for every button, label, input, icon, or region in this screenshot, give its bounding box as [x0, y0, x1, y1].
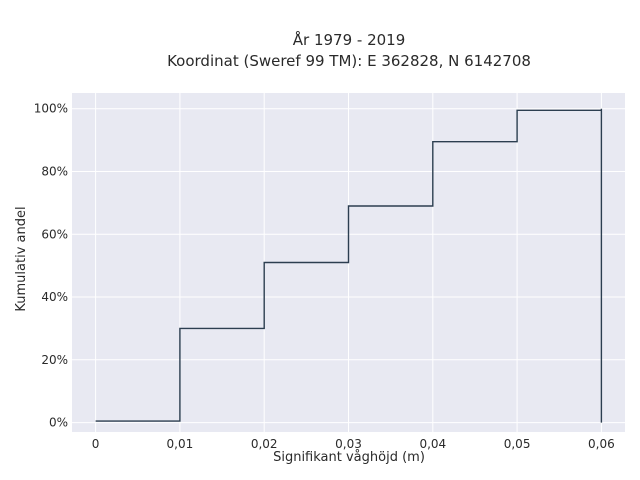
x-axis-label: Signifikant våghöjd (m)	[273, 450, 425, 465]
y-tick-label: 20%	[41, 353, 68, 367]
cumulative-step-line	[95, 108, 603, 423]
chart-subtitle: Koordinat (Sweref 99 TM): E 362828, N 61…	[167, 52, 531, 70]
y-tick-label: 0%	[49, 416, 68, 430]
x-tick-label: 0,06	[588, 437, 615, 451]
x-tick-label: 0,04	[419, 437, 446, 451]
x-tick-label: 0	[92, 437, 100, 451]
x-tick-label: 0,05	[504, 437, 531, 451]
y-tick-label: 40%	[41, 290, 68, 304]
chart-title: År 1979 - 2019	[293, 30, 406, 49]
x-tick-label: 0,02	[251, 437, 278, 451]
y-tick-label: 100%	[34, 102, 68, 116]
x-tick-label: 0,01	[167, 437, 194, 451]
y-axis-ticks: 0% 20% 40% 60% 80% 100%	[34, 102, 68, 430]
x-tick-label: 0,03	[335, 437, 362, 451]
y-tick-label: 60%	[41, 227, 68, 241]
x-axis-ticks: 0 0,01 0,02 0,03 0,04 0,05 0,06	[92, 437, 615, 451]
y-tick-label: 80%	[41, 164, 68, 178]
y-axis-label: Kumulativ andel	[14, 206, 29, 311]
